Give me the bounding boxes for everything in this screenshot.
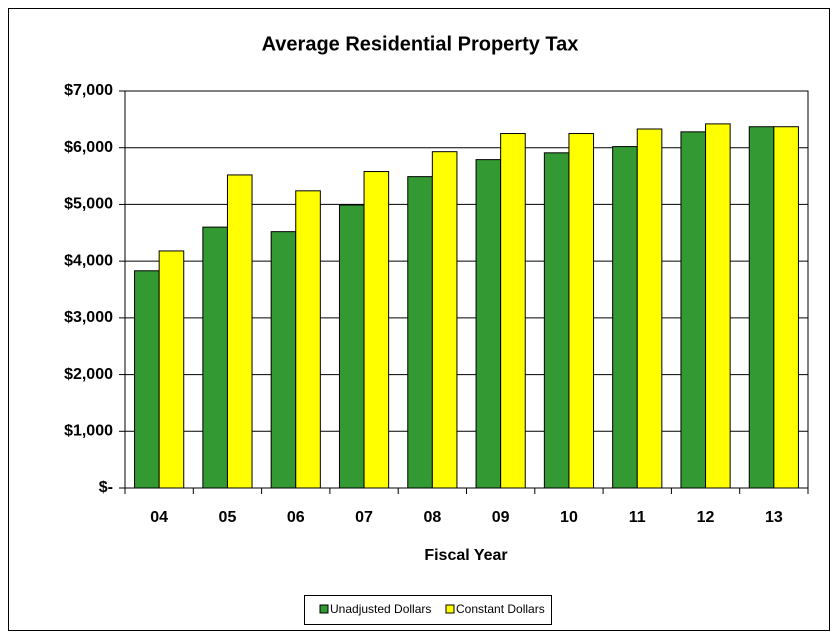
x-tick-label: 06 (287, 509, 305, 526)
x-tick-label: 12 (697, 509, 715, 526)
bar (748, 126, 775, 489)
bar (500, 133, 526, 489)
bar (431, 151, 458, 489)
legend-label: Constant Dollars (456, 602, 545, 616)
y-tick-label: $5,000 (64, 196, 113, 213)
bar (158, 250, 185, 489)
x-axis-label: Fiscal Year (424, 547, 507, 564)
legend-label: Unadjusted Dollars (330, 602, 431, 616)
bar (543, 152, 570, 489)
bar (773, 126, 799, 489)
bar (680, 131, 707, 489)
x-tick-label: 10 (560, 509, 578, 526)
x-tick-label: 05 (219, 509, 237, 526)
bar (363, 171, 390, 489)
bar (202, 226, 228, 489)
y-tick-label: $3,000 (64, 309, 113, 326)
bar (407, 176, 433, 489)
x-tick-label: 04 (150, 509, 168, 526)
bar (636, 128, 663, 489)
bar (475, 159, 502, 489)
bar (295, 190, 321, 489)
bar (612, 146, 638, 489)
legend-box (304, 595, 552, 625)
y-tick-label: $2,000 (64, 366, 113, 383)
bar (134, 270, 160, 489)
bar (705, 123, 731, 489)
bar (270, 231, 297, 489)
x-tick-label: 09 (492, 509, 510, 526)
bar (338, 204, 365, 489)
x-tick-label: 07 (355, 509, 373, 526)
y-tick-label: $6,000 (64, 139, 113, 156)
legend-swatch (319, 604, 329, 614)
x-tick-label: 08 (423, 509, 441, 526)
x-tick-label: 11 (629, 509, 646, 526)
legend-swatch (445, 604, 455, 614)
bar (226, 174, 253, 489)
bar (568, 133, 595, 489)
y-tick-label: $7,000 (64, 82, 113, 99)
x-tick-label: 13 (765, 509, 783, 526)
y-tick-label: $1,000 (64, 423, 113, 440)
y-tick-label: $4,000 (64, 252, 113, 269)
y-tick-label: $- (99, 479, 113, 496)
plot-frame (124, 90, 809, 489)
chart-title: Average Residential Property Tax (262, 33, 579, 55)
